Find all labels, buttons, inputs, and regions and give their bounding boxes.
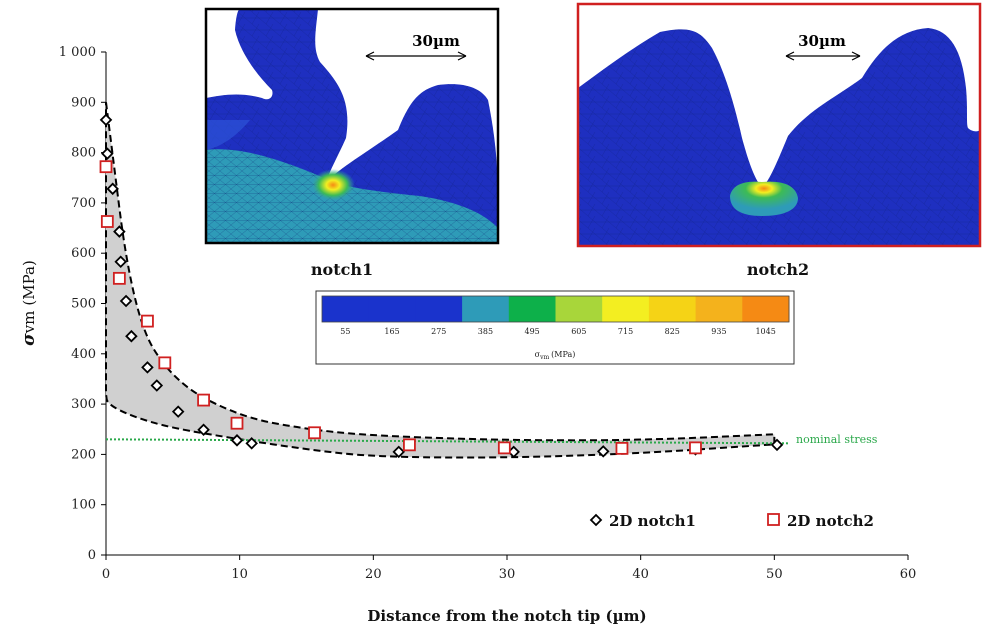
colorbar-ticks: 55 165 275 385 495 605 715 825 935 1045: [340, 327, 776, 336]
nominal-stress-label: nominal stress: [796, 433, 878, 446]
notch1-diamond-point: [114, 255, 127, 269]
y-tick-label: 200: [71, 447, 96, 462]
legend: 2D notch1 2D notch2: [589, 512, 874, 530]
colorbar-cell: [368, 296, 416, 322]
colorbar-tick-label: 275: [431, 327, 446, 336]
notch2-scale-label: 30µm: [798, 32, 846, 50]
y-tick-label: 800: [71, 146, 96, 161]
colorbar-cell: [462, 296, 510, 322]
colorbar-cell: [602, 296, 650, 322]
colorbar-tick-label: 165: [384, 327, 399, 336]
y-tick-label: 300: [71, 397, 96, 412]
y-tick-label: 700: [71, 196, 96, 211]
legend-label-notch1: 2D notch1: [609, 512, 696, 530]
colorbar-cells: [321, 295, 790, 323]
x-tick-label: 60: [900, 567, 917, 582]
notch1-diamond-point: [113, 225, 126, 238]
y-tick-label: 0: [88, 548, 96, 563]
notch2-title: notch2: [747, 260, 809, 279]
notch1-diamond-point: [197, 423, 210, 437]
notch1-diamond-point: [245, 437, 258, 450]
notch2-square-point: [99, 160, 113, 174]
stress-envelope-band: [105, 102, 776, 459]
y-tick-label: 900: [71, 95, 96, 110]
colorbar-tick-label: 715: [618, 327, 633, 336]
notch1-diamond-point: [119, 294, 133, 308]
colorbar-tick-label: 825: [665, 327, 680, 336]
inset-notch1: 30µm notch1: [204, 7, 500, 279]
notch2-square-point: [497, 441, 511, 455]
legend-diamond-marker: [589, 513, 603, 527]
notch1-diamond-point: [106, 182, 119, 196]
colorbar-tick-label: 385: [478, 327, 493, 336]
y-tick-label: 600: [71, 246, 96, 261]
notch2-square-point: [158, 356, 172, 370]
x-axis-label: Distance from the notch tip (µm): [367, 607, 646, 625]
notch1-diamond-point: [141, 361, 154, 374]
notch1-diamond-point: [770, 438, 784, 452]
y-ticks: 0 100 200 300 400 500 600 700 800 900 1 000: [59, 45, 106, 563]
y-tick-label: 400: [71, 347, 96, 362]
y-axis-label: σvm(MPa): [19, 260, 39, 346]
data-markers: [99, 113, 784, 459]
colorbar-tick-label: 495: [525, 327, 540, 336]
notch2-square-point: [615, 441, 629, 455]
colorbar-cell: [648, 296, 697, 322]
notch2-square-point: [112, 271, 126, 285]
notch2-square-point: [403, 438, 416, 452]
notch2-square-point: [197, 393, 210, 407]
notch1-diamond-point: [171, 405, 185, 418]
notch2-square-point: [230, 416, 244, 430]
colorbar-cell: [742, 296, 790, 322]
colorbar-cell: [415, 296, 463, 322]
colorbar-tick-label: 1045: [755, 327, 775, 336]
x-tick-label: 0: [102, 567, 110, 582]
colorbar-tick-label: 935: [711, 327, 726, 336]
legend-label-notch2: 2D notch2: [787, 512, 874, 530]
x-tick-label: 20: [365, 567, 382, 582]
y-tick-label: 1 000: [59, 45, 96, 60]
colorbar-cell: [322, 296, 370, 322]
colorbar-label: σvm (MPa): [535, 350, 576, 361]
x-tick-label: 30: [499, 567, 516, 582]
notch1-diamond-point: [596, 445, 610, 458]
y-tick-label: 500: [71, 297, 96, 312]
y-tick-label: 100: [71, 498, 96, 513]
notch1-diamond-point: [99, 113, 113, 127]
notch2-square-point: [100, 215, 114, 228]
notch1-diamond-point: [150, 379, 164, 392]
notch2-square-point: [689, 441, 702, 455]
colorbar-tick-label: 605: [571, 327, 586, 336]
notch1-diamond-point: [392, 445, 406, 459]
x-tick-label: 40: [632, 567, 649, 582]
notch1-title: notch1: [311, 260, 373, 279]
notch1-diamond-point: [125, 329, 138, 343]
legend-square-marker: [767, 513, 780, 526]
colorbar: 55 165 275 385 495 605 715 825 935 1045 σvm (MPa): [315, 290, 795, 365]
notch1-diamond-point: [101, 147, 114, 160]
colorbar-tick-label: 55: [340, 327, 350, 336]
colorbar-cell: [695, 296, 743, 322]
notch1-scale-label: 30µm: [412, 32, 460, 50]
notch1-diamond-point: [230, 434, 244, 447]
notch2-square-point: [308, 426, 321, 440]
x-tick-label: 10: [231, 567, 248, 582]
colorbar-cell: [555, 296, 603, 322]
colorbar-cell: [508, 296, 556, 322]
inset-notch2: 30µm notch2: [576, 2, 982, 279]
x-tick-label: 50: [766, 567, 783, 582]
notch2-stress-zone: [730, 181, 798, 216]
notch2-square-point: [141, 314, 154, 328]
x-ticks: 0 10 20 30 40 50 60: [102, 555, 916, 582]
